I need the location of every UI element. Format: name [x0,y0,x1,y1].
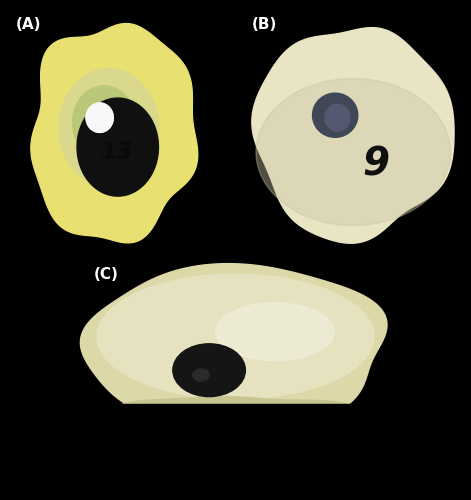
Polygon shape [252,28,454,244]
Polygon shape [31,24,198,243]
Polygon shape [77,98,158,196]
Polygon shape [313,93,358,138]
Circle shape [86,103,113,132]
Circle shape [193,363,239,396]
Polygon shape [119,396,354,426]
Circle shape [325,104,350,131]
Text: (A): (A) [16,17,41,32]
Text: 9: 9 [362,145,390,183]
Text: (B): (B) [252,17,277,32]
Circle shape [86,103,113,132]
Circle shape [173,344,245,397]
Text: 13: 13 [101,140,134,164]
Polygon shape [73,86,136,160]
Polygon shape [59,68,158,186]
Polygon shape [97,274,374,399]
Text: (C): (C) [94,267,119,282]
Polygon shape [81,264,387,427]
Polygon shape [256,78,450,226]
Circle shape [193,369,209,381]
Polygon shape [216,303,334,360]
